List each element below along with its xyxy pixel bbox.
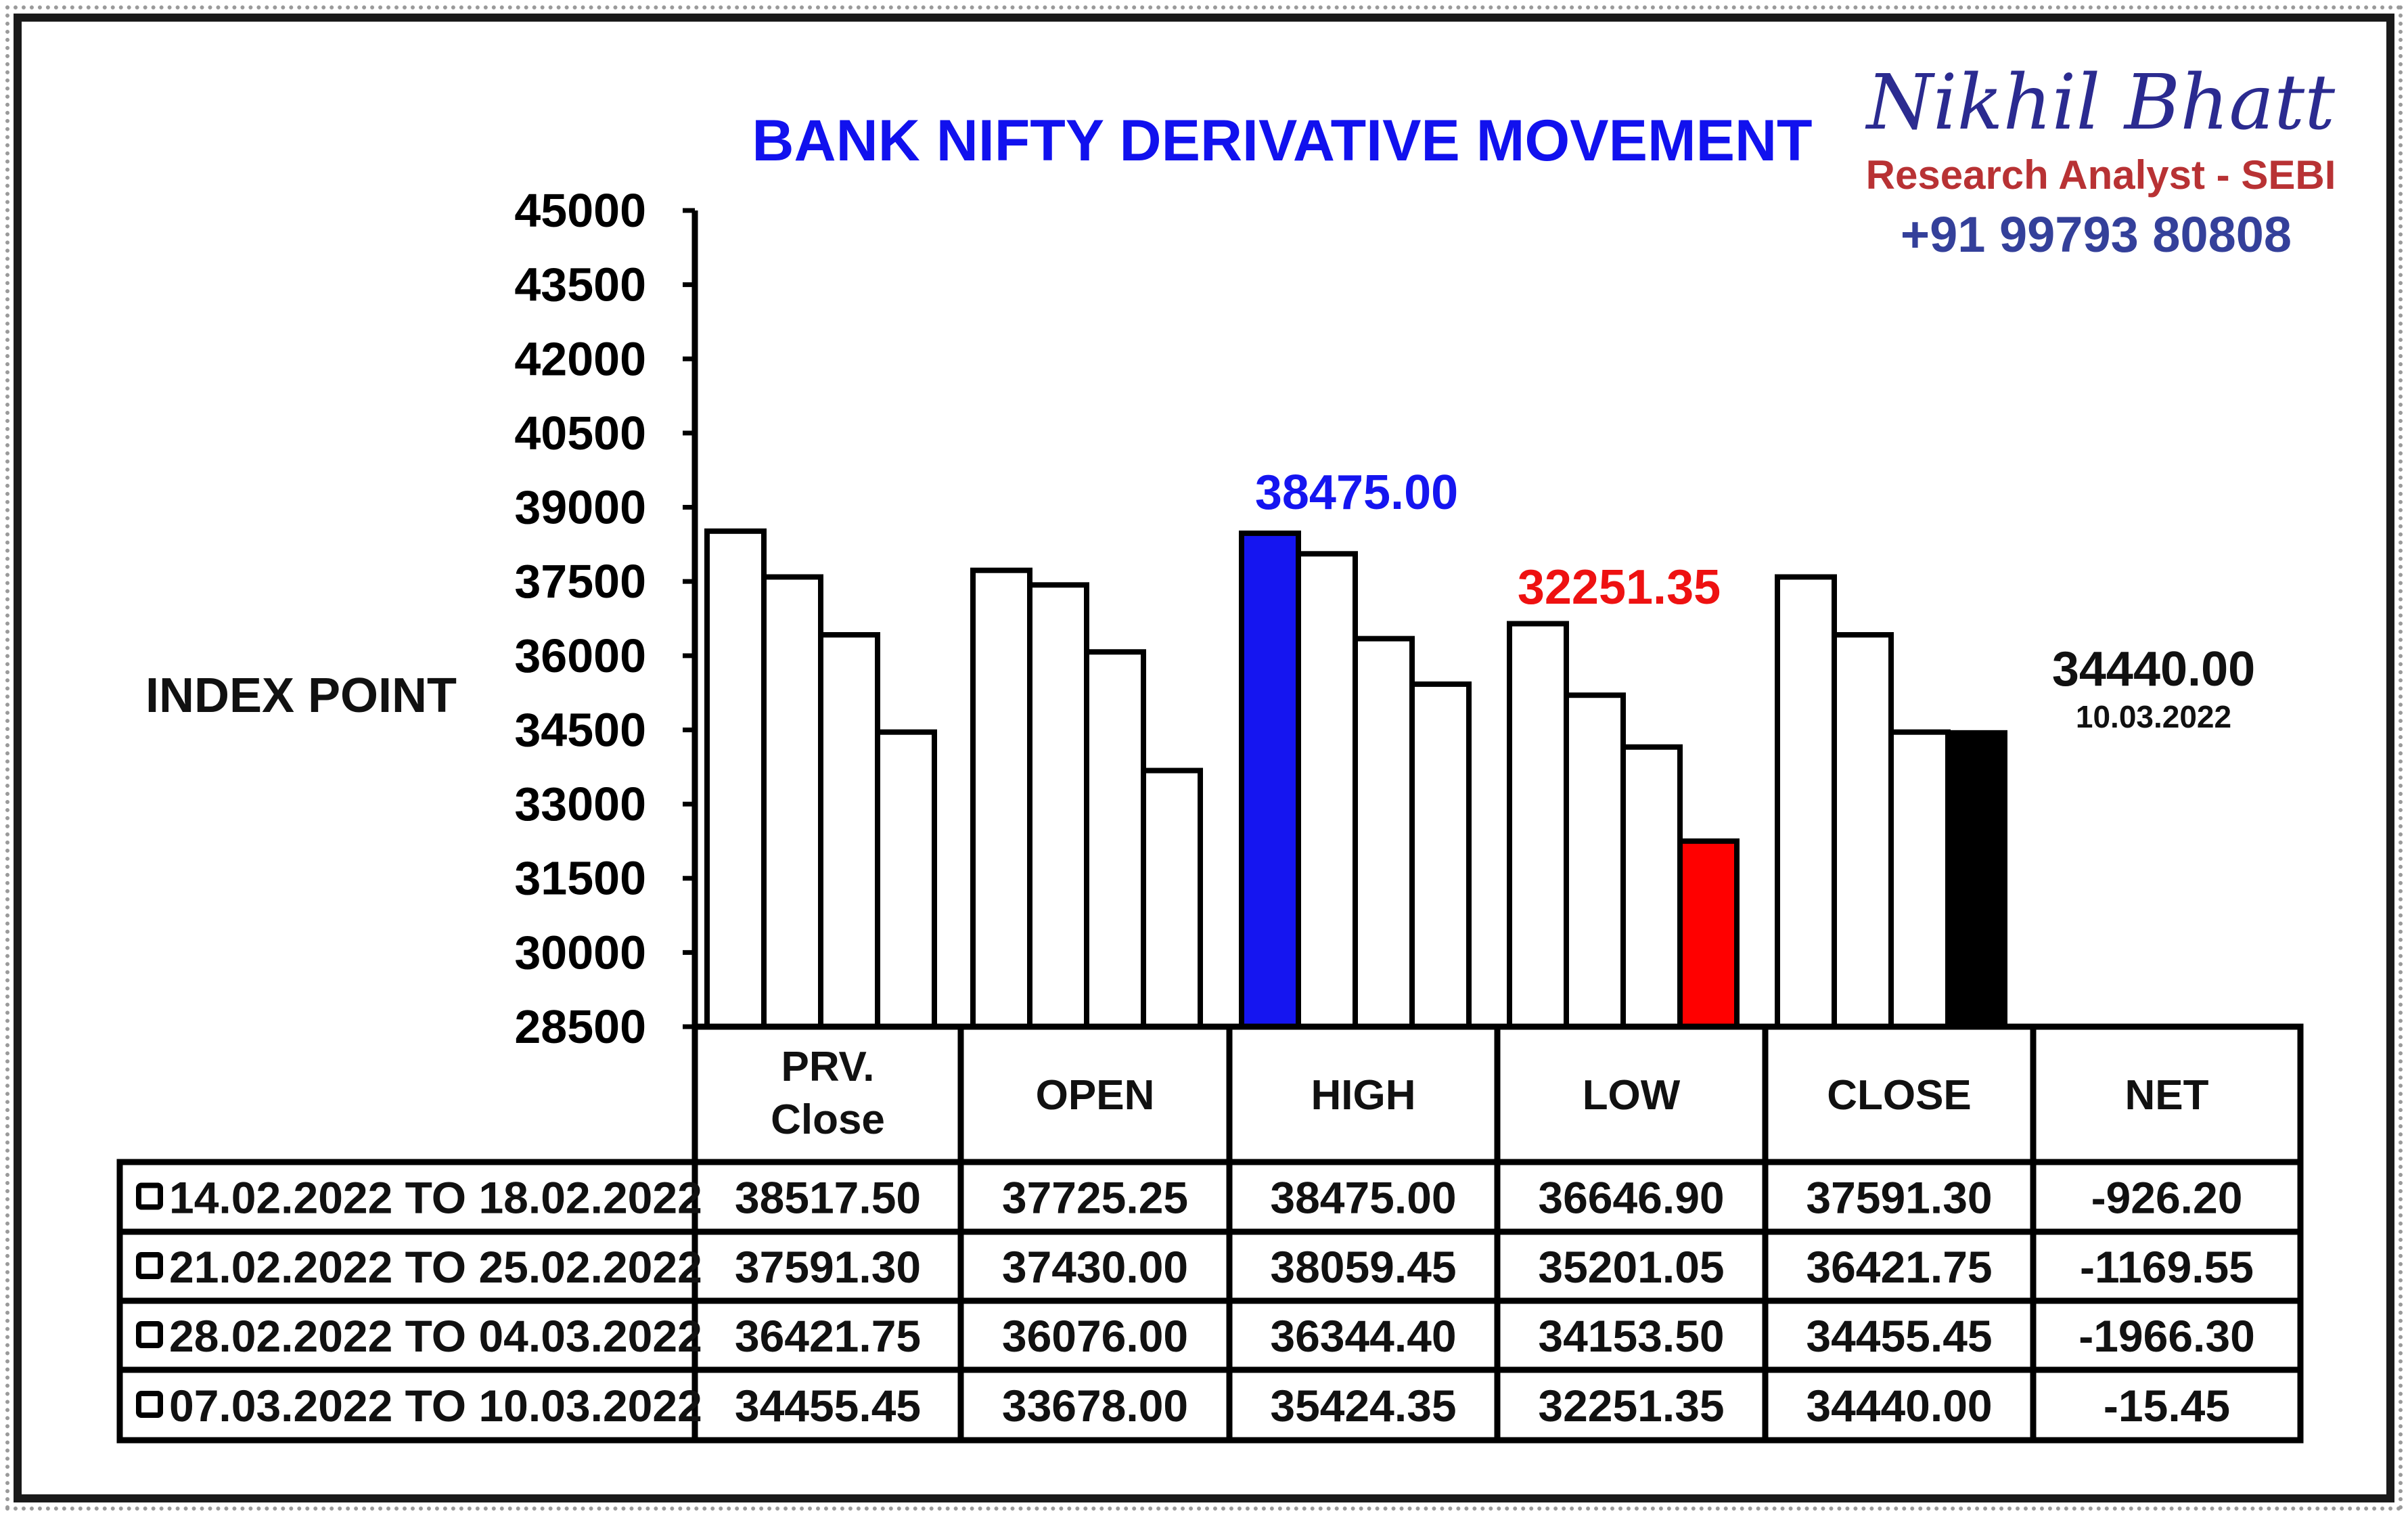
y-tick-label: 39000 bbox=[514, 481, 646, 534]
table-header-cell: HIGH bbox=[1311, 1072, 1416, 1119]
table-cell: 36421.75 bbox=[735, 1311, 921, 1361]
table-cell: -1169.55 bbox=[2080, 1242, 2254, 1292]
table-cell: 34455.45 bbox=[735, 1381, 921, 1431]
bar-5-4 bbox=[1945, 730, 2007, 1029]
legend-swatch bbox=[136, 1252, 163, 1279]
bar-5-1 bbox=[1775, 574, 1837, 1029]
table-cell: 37591.30 bbox=[1806, 1173, 1992, 1223]
bar-4-3 bbox=[1620, 744, 1683, 1029]
y-tick-label: 37500 bbox=[514, 555, 646, 608]
table-row-label: 14.02.2022 TO 18.02.2022 bbox=[169, 1173, 702, 1223]
y-tick-label: 45000 bbox=[514, 184, 646, 237]
table-cell: 36344.40 bbox=[1270, 1311, 1456, 1361]
table-row-label: 21.02.2022 TO 25.02.2022 bbox=[169, 1242, 702, 1292]
table-row-label: 07.03.2022 TO 10.03.2022 bbox=[169, 1381, 702, 1431]
bar-4-2 bbox=[1564, 692, 1626, 1029]
bars-group bbox=[695, 528, 2300, 1030]
table-cell: 33678.00 bbox=[1002, 1381, 1188, 1431]
table-row-label: 28.02.2022 TO 04.03.2022 bbox=[169, 1311, 702, 1361]
table-cell: 35424.35 bbox=[1270, 1381, 1456, 1431]
legend-swatch bbox=[136, 1321, 163, 1348]
table-cell: 34455.45 bbox=[1806, 1311, 1992, 1361]
y-tick-label: 31500 bbox=[514, 852, 646, 905]
chart-title: BANK NIFTY DERIVATIVE MOVEMENT bbox=[752, 108, 1812, 173]
bar-3-4 bbox=[1409, 681, 1472, 1029]
bar-1-3 bbox=[818, 631, 880, 1029]
bar-1-2 bbox=[761, 574, 823, 1029]
table-cell: 35201.05 bbox=[1538, 1242, 1724, 1292]
bar-value-label: 34440.00 bbox=[2052, 642, 2255, 696]
legend-swatch bbox=[136, 1391, 163, 1418]
bar-4-4 bbox=[1677, 838, 1740, 1029]
bar-5-3 bbox=[1888, 729, 1951, 1029]
y-tick-label: 36000 bbox=[514, 629, 646, 682]
y-tick-label: 28500 bbox=[514, 1000, 646, 1053]
table-header-cell: NET bbox=[2125, 1072, 2209, 1119]
table-cell: 34153.50 bbox=[1538, 1311, 1724, 1361]
y-tick-label: 30000 bbox=[514, 926, 646, 979]
table-cell: 34440.00 bbox=[1806, 1381, 1992, 1431]
brand-name: Nikhil Bhatt bbox=[1865, 59, 2336, 147]
y-tick-label: 33000 bbox=[514, 778, 646, 830]
bar-value-label: 32251.35 bbox=[1518, 560, 1721, 615]
table-cell: 38475.00 bbox=[1270, 1173, 1456, 1223]
bar-1-4 bbox=[875, 729, 937, 1029]
table-header-cell: LOW bbox=[1583, 1072, 1681, 1119]
bar-date-label: 10.03.2022 bbox=[2076, 699, 2231, 734]
table-cell: -15.45 bbox=[2104, 1381, 2230, 1431]
y-tick-label: 40500 bbox=[514, 407, 646, 460]
table-cell: 37591.30 bbox=[735, 1242, 921, 1292]
bar-2-1 bbox=[970, 567, 1032, 1029]
bar-5-2 bbox=[1832, 631, 1894, 1029]
bar-3-3 bbox=[1353, 636, 1415, 1029]
bar-2-4 bbox=[1141, 767, 1203, 1029]
y-tick-label: 42000 bbox=[514, 332, 646, 385]
y-tick-label: 43500 bbox=[514, 259, 646, 311]
table-cell: 36421.75 bbox=[1806, 1242, 1992, 1292]
table-cell: 37430.00 bbox=[1002, 1242, 1188, 1292]
y-tick-label: 34500 bbox=[514, 703, 646, 756]
table-cell: 36076.00 bbox=[1002, 1311, 1188, 1361]
table-cell: 37725.25 bbox=[1002, 1173, 1188, 1223]
table-cell: -926.20 bbox=[2091, 1173, 2243, 1223]
brand-phone: +91 99793 80808 bbox=[1901, 206, 2292, 263]
bar-1-1 bbox=[704, 528, 767, 1029]
table-cell: 32251.35 bbox=[1538, 1381, 1724, 1431]
bar-4-1 bbox=[1507, 621, 1569, 1029]
table-cell: 38059.45 bbox=[1270, 1242, 1456, 1292]
legend-swatch bbox=[136, 1182, 163, 1210]
table-cell: 36646.90 bbox=[1538, 1173, 1724, 1223]
brand-role: Research Analyst - SEBI bbox=[1866, 152, 2336, 198]
table-header-cell: PRV. Close bbox=[771, 1044, 885, 1143]
y-axis-ticks: 45000 43500 42000 40500 39000 37500 36000 34500… bbox=[514, 184, 698, 1053]
bar-value-label: 38475.00 bbox=[1255, 466, 1458, 520]
bar-2-3 bbox=[1084, 649, 1146, 1029]
table-header-cell: OPEN bbox=[1036, 1072, 1155, 1119]
bar-2-2 bbox=[1027, 582, 1089, 1029]
table-cell: -1966.30 bbox=[2078, 1311, 2255, 1361]
data-table: PRV. Close OPEN HIGH LOW CLOSE NET 14.02.2022 T… bbox=[116, 1023, 2304, 1444]
bar-3-2 bbox=[1296, 551, 1358, 1029]
table-header-cell: CLOSE bbox=[1827, 1072, 1972, 1119]
y-axis-label: INDEX POINT bbox=[145, 669, 457, 723]
bar-3-1 bbox=[1239, 530, 1301, 1029]
table-cell: 38517.50 bbox=[735, 1173, 921, 1223]
